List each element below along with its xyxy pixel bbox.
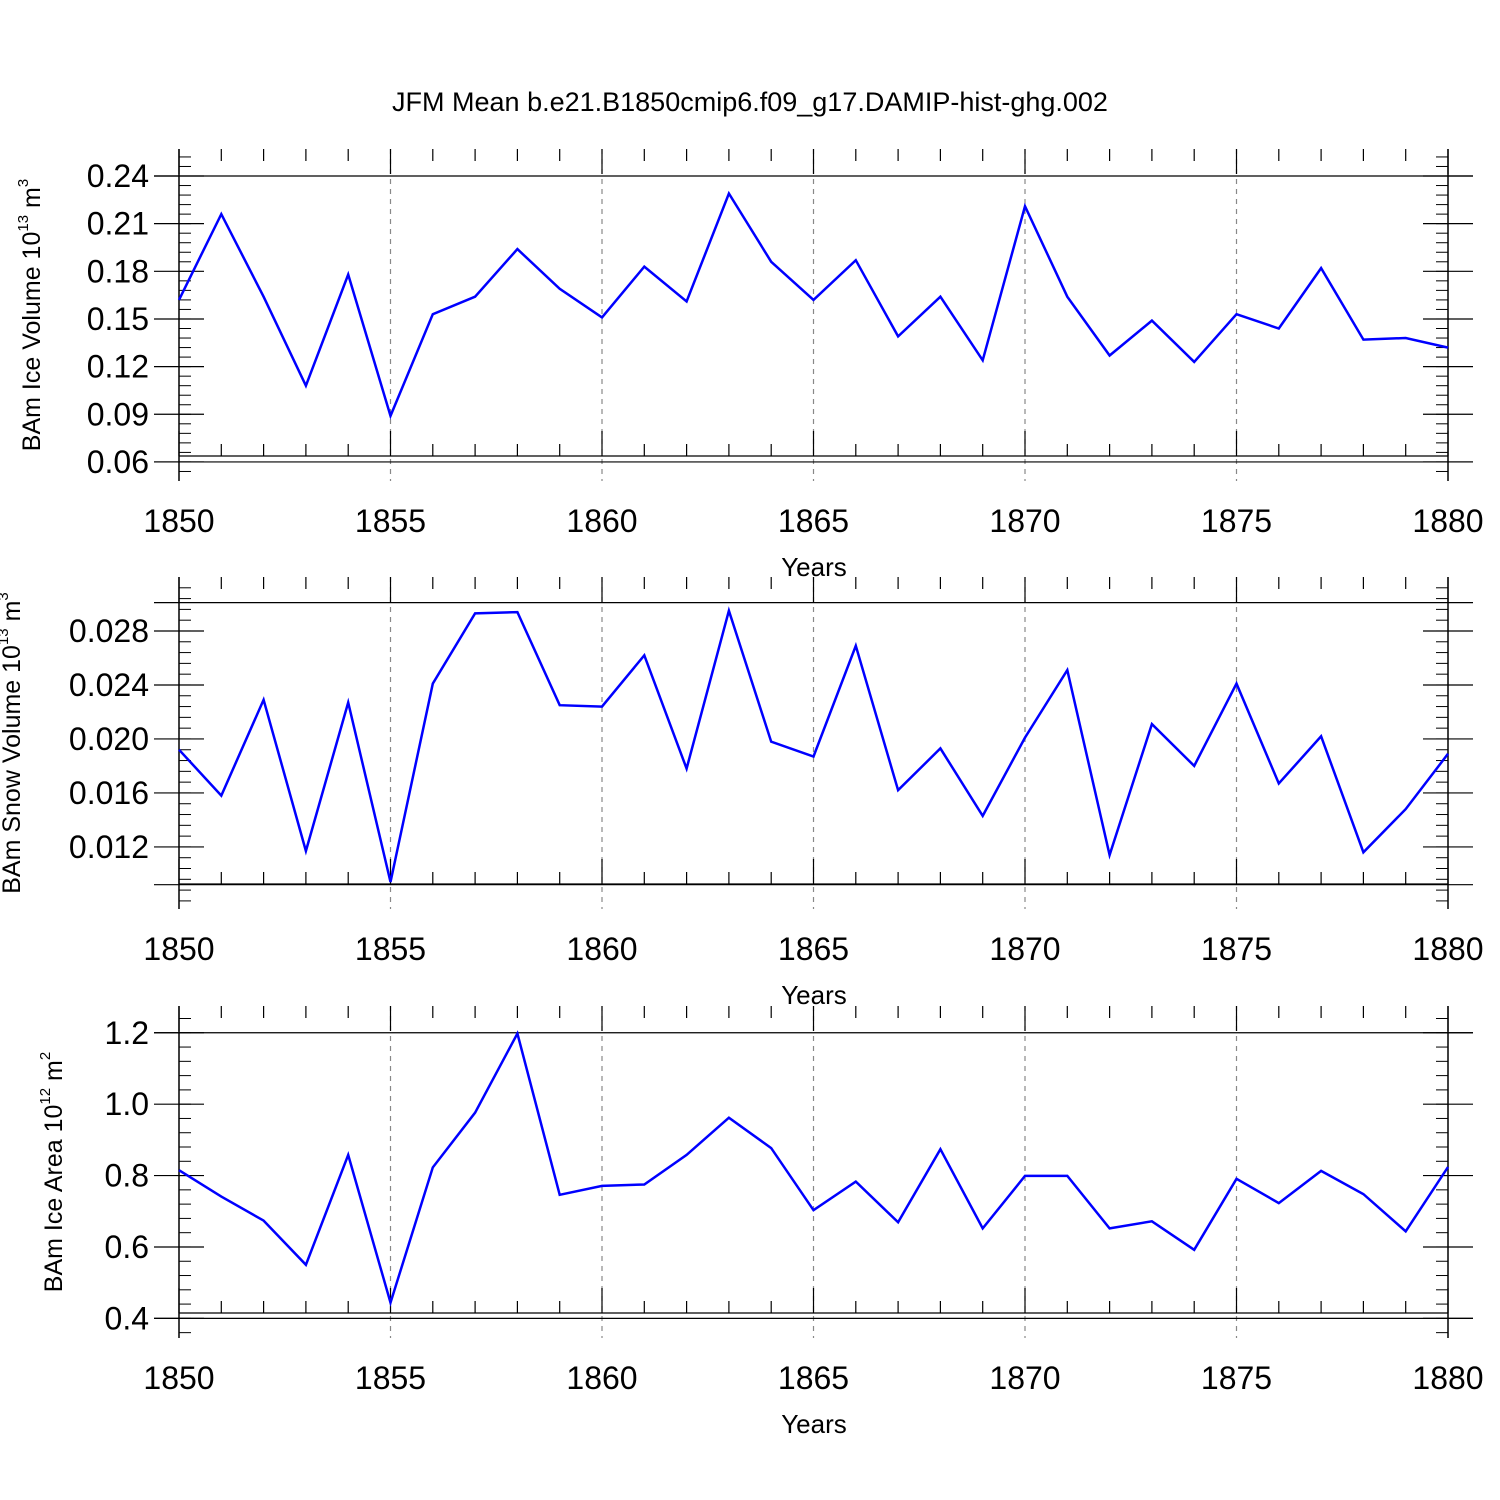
x-tick-label: 1850 [143, 1360, 214, 1396]
y-tick-label: 0.18 [87, 253, 149, 289]
x-tick-label: 1870 [989, 931, 1060, 967]
x-tick-label: 1865 [778, 503, 849, 539]
y-tick-label: 0.020 [69, 721, 149, 757]
y-tick-label: 0.4 [105, 1300, 149, 1336]
y-axis-label-unit-exponent: 3 [0, 592, 12, 600]
y-tick-label: 0.12 [87, 349, 149, 385]
y-tick-label: 0.21 [87, 206, 149, 242]
y-axis-label-exponent: 13 [0, 628, 12, 645]
x-tick-label: 1850 [143, 931, 214, 967]
y-axis-label-exponent: 13 [15, 215, 32, 232]
y-tick-label: 0.6 [105, 1229, 149, 1265]
x-tick-label: 1870 [989, 1360, 1060, 1396]
x-tick-label: 1875 [1201, 1360, 1272, 1396]
x-tick-label: 1850 [143, 503, 214, 539]
y-axis-label-text: BAm Ice Volume 10 [18, 232, 46, 452]
y-axis-label-unit-exponent: 2 [37, 1052, 54, 1060]
x-axis-label: Years [781, 980, 847, 1010]
y-tick-label: 0.09 [87, 396, 149, 432]
y-tick-label: 0.15 [87, 301, 149, 337]
x-tick-label: 1875 [1201, 503, 1272, 539]
y-axis-label: BAm Snow Volume 1013 m3 [0, 592, 26, 894]
x-tick-label: 1865 [778, 931, 849, 967]
y-tick-label: 0.8 [105, 1158, 149, 1194]
y-tick-label: 0.06 [87, 444, 149, 480]
x-tick-label: 1855 [355, 1360, 426, 1396]
x-tick-label: 1860 [566, 1360, 637, 1396]
y-axis-label-unit: m [0, 601, 26, 629]
y-axis-label: BAm Ice Area 1012 m2 [37, 1052, 68, 1292]
x-tick-label: 1880 [1412, 931, 1483, 967]
y-tick-label: 0.024 [69, 667, 149, 703]
y-axis-label-unit: m [40, 1060, 68, 1088]
x-tick-label: 1870 [989, 503, 1060, 539]
x-tick-label: 1865 [778, 1360, 849, 1396]
y-tick-label: 0.016 [69, 775, 149, 811]
panel-middle: 1850 1855 1860 1865 1870 1875 1880 Years 0.012 0.… [0, 577, 1484, 1010]
chart-title: JFM Mean b.e21.B1850cmip6.f09_g17.DAMIP-… [392, 87, 1108, 117]
y-tick-label: 0.24 [87, 158, 149, 194]
y-tick-label: 0.028 [69, 613, 149, 649]
x-tick-label: 1860 [566, 503, 637, 539]
y-tick-label: 1.2 [105, 1015, 149, 1051]
x-axis-label: Years [781, 1409, 847, 1439]
y-axis-label-text: BAm Ice Area 10 [40, 1105, 68, 1293]
panel-top: 1850 1855 1860 1865 1870 1875 1880Years0.060.0… [15, 149, 1484, 582]
y-axis-label-unit-exponent: 3 [15, 179, 32, 187]
y-tick-label: 0.012 [69, 829, 149, 865]
x-tick-label: 1880 [1412, 503, 1483, 539]
x-tick-label: 1855 [355, 931, 426, 967]
x-tick-label: 1880 [1412, 1360, 1483, 1396]
y-axis-label-exponent: 12 [37, 1088, 54, 1105]
x-tick-label: 1860 [566, 931, 637, 967]
panels: 1850 1855 1860 1865 1870 1875 1880 Years 0.06 0.0… [0, 149, 1484, 1439]
x-tick-label: 1855 [355, 503, 426, 539]
y-axis-label: BAm Ice Volume 1013 m3 [15, 179, 46, 451]
x-tick-label: 1875 [1201, 931, 1272, 967]
y-axis-label-text: BAm Snow Volume 10 [0, 645, 26, 894]
y-tick-label: 1.0 [105, 1086, 149, 1122]
panel-bottom: 1850 1855 1860 1865 1870 1875 1880 Years 0.4 0.6 0… [37, 1006, 1484, 1439]
y-axis-label-unit: m [18, 187, 46, 215]
